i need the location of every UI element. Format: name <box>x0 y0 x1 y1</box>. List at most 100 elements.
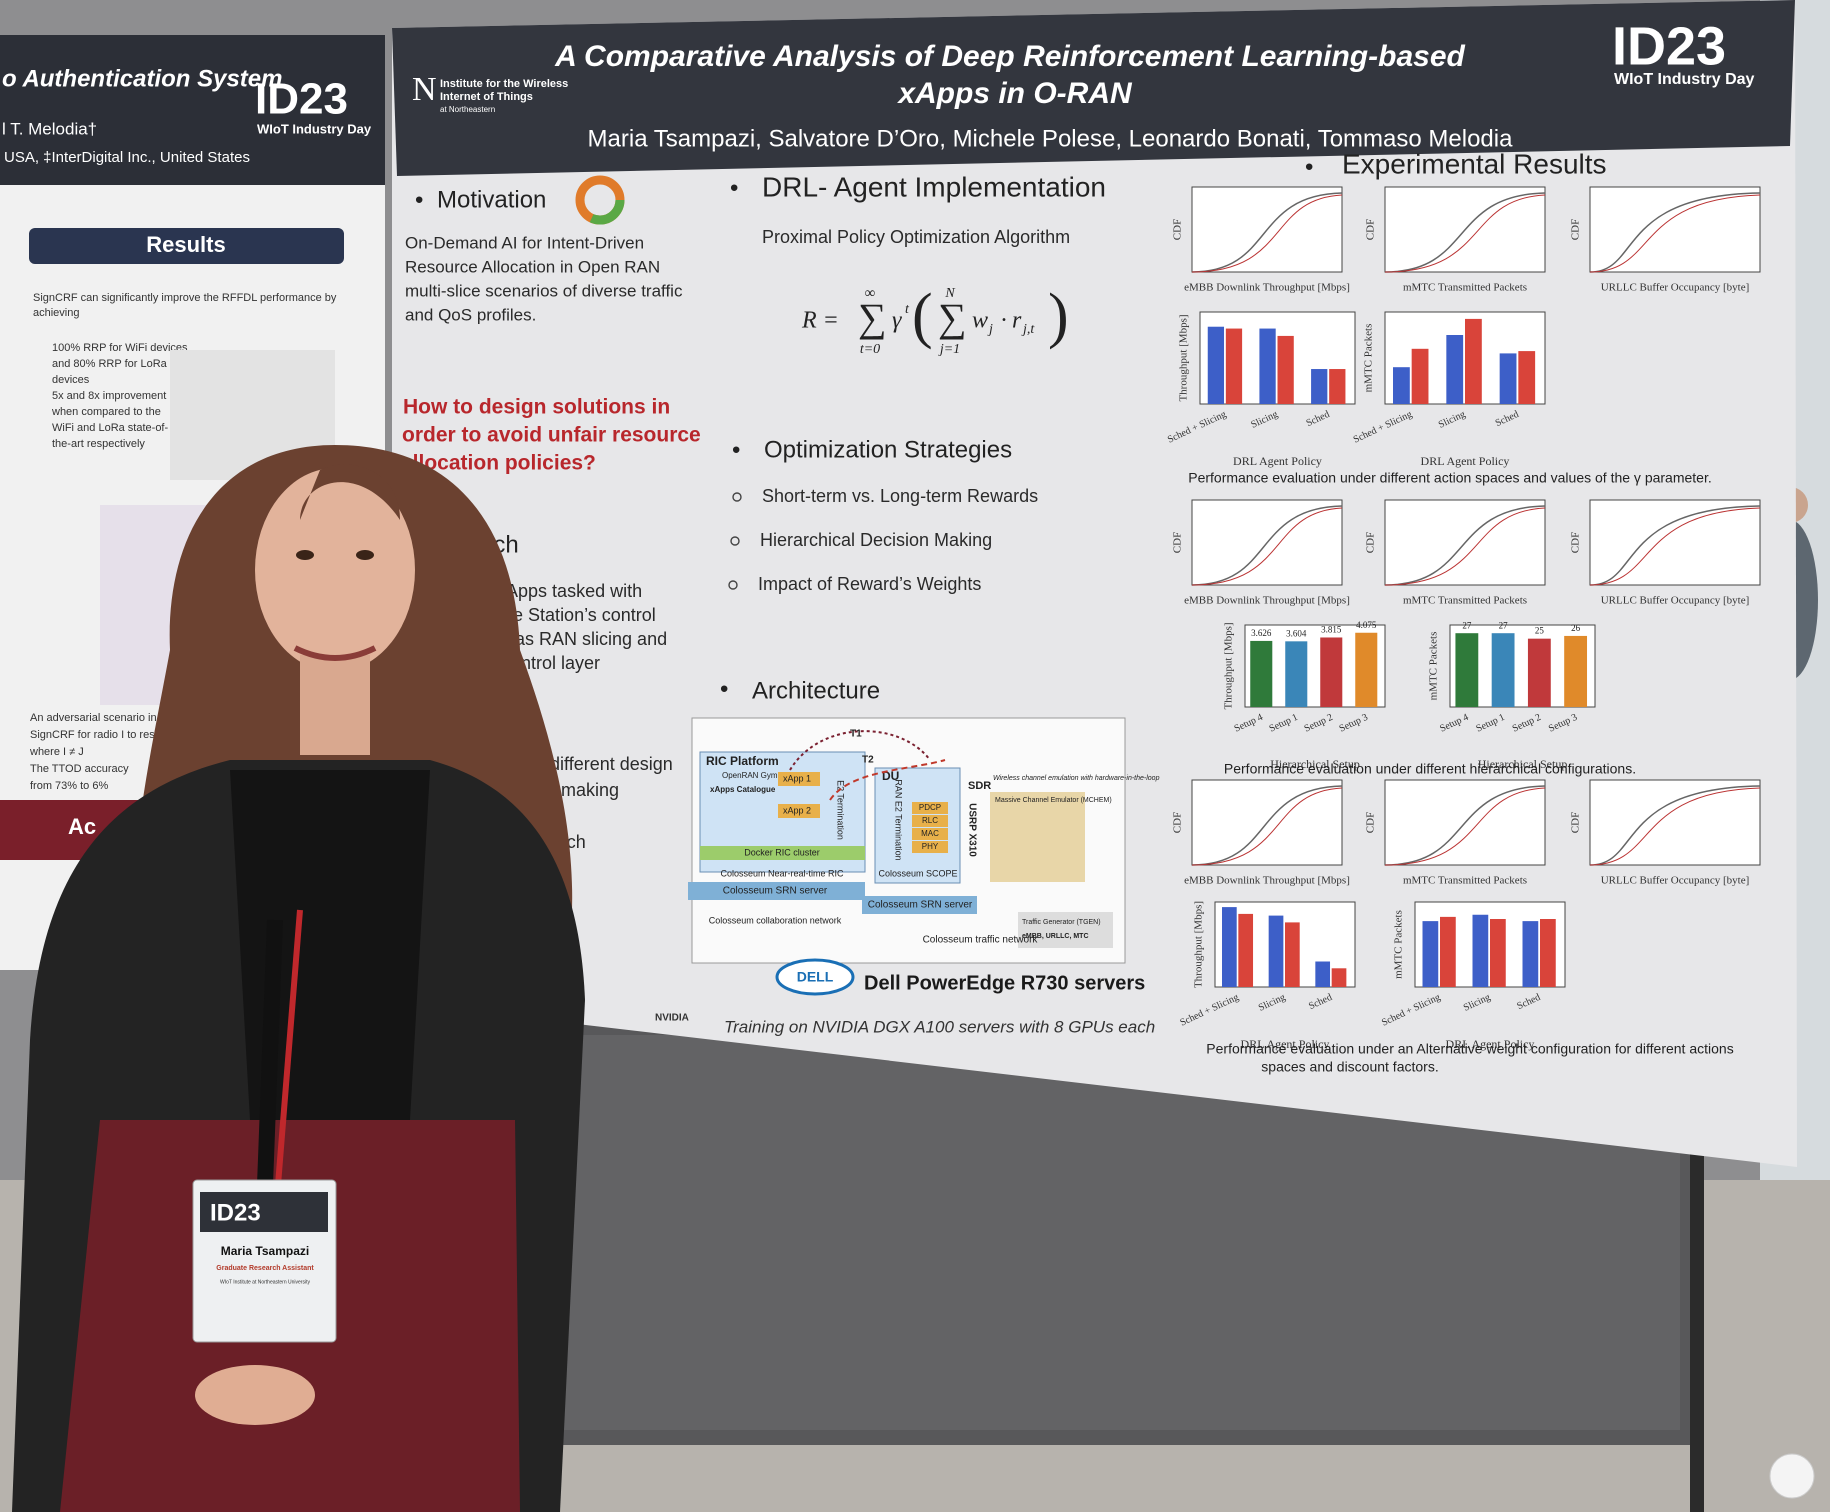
label: RAN E2 Termination <box>894 779 904 860</box>
formula-part: ∑ <box>938 295 967 340</box>
bar <box>1315 961 1331 987</box>
text-line: where I ≠ J <box>29 746 84 758</box>
axis-label: mMTC Transmitted Packets <box>1403 875 1527 887</box>
axis-label: mMTC Transmitted Packets <box>1403 282 1527 294</box>
list-item: Hierarchical Decision Making <box>760 530 992 550</box>
scan-button[interactable] <box>1769 1453 1815 1499</box>
neck <box>300 655 370 755</box>
srn-box <box>688 882 865 900</box>
label: Colosseum SCOPE <box>878 868 957 878</box>
text-line: On-Demand AI for Intent-Driven <box>405 233 644 252</box>
data-label: 3.626 <box>1251 628 1272 638</box>
section-heading: Motivation <box>437 186 546 213</box>
label: USRP X310 <box>966 803 977 857</box>
section-heading: Experimental Results <box>1342 148 1607 179</box>
bullet: • <box>1305 153 1313 180</box>
stack-box <box>912 802 948 814</box>
formula-part: t=0 <box>860 342 880 357</box>
icon <box>575 175 625 225</box>
bar <box>1277 335 1294 404</box>
cdf-curve <box>1384 785 1546 866</box>
formula-part: w <box>972 308 988 334</box>
axis-label: Throughput [Mbps] <box>1193 901 1205 988</box>
title: o Authentication System <box>2 65 282 92</box>
lanyard-strip <box>275 909 303 1186</box>
logo: ID23 <box>255 75 348 124</box>
badge-role: Graduate Research Assistant <box>216 1265 314 1272</box>
hands <box>195 1365 315 1425</box>
person: ID23 Maria Tsampazi Graduate Research As… <box>12 445 585 1512</box>
list-marker <box>730 536 740 546</box>
data-label: 3.604 <box>1286 628 1307 638</box>
poster-header <box>0 35 385 185</box>
label: OpenRAN Gym <box>722 771 778 780</box>
bar <box>1540 919 1556 987</box>
subheading: Proximal Policy Optimization Algorithm <box>762 227 1070 247</box>
axis-label: CDF <box>1365 219 1377 240</box>
main-poster: A Comparative Analysis of Deep Reinforce… <box>392 0 1797 1167</box>
xapp-box <box>778 772 820 786</box>
axis-label: CDF <box>1570 812 1582 833</box>
text-line: allocation policies? <box>401 452 596 475</box>
arrow <box>789 730 931 771</box>
bullet: • <box>720 675 728 702</box>
arrow <box>829 759 946 801</box>
formula-part: γ <box>892 308 902 334</box>
axis-label: eMBB Downlink Throughput [Mbps] <box>1184 282 1350 294</box>
axis-label: DRL Agent Policy <box>1241 1037 1330 1051</box>
bar <box>1411 348 1429 404</box>
smile <box>293 645 377 661</box>
formula-part: N <box>944 286 955 301</box>
text-line: multi-slice scenarios of diverse traffic <box>405 281 683 300</box>
institute: Internet of Things <box>440 91 533 103</box>
formula-part: j=1 <box>938 342 960 357</box>
section-heading: Architecture <box>752 677 880 704</box>
axis-label: CDF <box>1365 812 1377 833</box>
bar <box>1250 640 1273 707</box>
axis-label: mMTC Transmitted Packets <box>1403 595 1527 607</box>
srn-box <box>862 896 977 914</box>
lanyard <box>257 919 283 1186</box>
cdf-curve <box>1384 787 1546 866</box>
dell-caption: Dell PowerEdge R730 servers <box>864 972 1145 994</box>
bar <box>1522 921 1539 987</box>
text-line: order to avoid unfair resource <box>402 424 701 447</box>
bar <box>1518 351 1536 404</box>
axis-label: DRL Agent Policy <box>1421 454 1510 468</box>
text-line: How to design solutions in <box>403 396 670 419</box>
eye <box>296 550 314 560</box>
ack-heading: Ac <box>68 814 96 839</box>
badge-header <box>200 1192 328 1232</box>
text-line: achieving <box>33 307 79 319</box>
xapp-box <box>778 804 820 818</box>
authors: Maria Tsampazi, Salvatore D’Oro, Michele… <box>588 125 1514 152</box>
bar <box>1268 915 1284 987</box>
axis-label: Throughput [Mbps] <box>1223 622 1235 709</box>
nvidia-logo: NVIDIA <box>655 1013 689 1024</box>
top <box>230 770 430 1120</box>
label: Colosseum SRN server <box>723 886 828 897</box>
axis-label: Hierarchical Setup <box>1270 757 1360 771</box>
axis-label: URLLC Buffer Occupancy [byte] <box>1601 875 1750 887</box>
bar <box>1491 633 1515 707</box>
label: MAC <box>921 829 939 838</box>
formula-part: · <box>1000 308 1008 334</box>
label: Massive Channel Emulator (MCHEM) <box>995 797 1112 804</box>
authors: l T. Melodia† <box>2 119 97 138</box>
bar <box>1238 913 1254 987</box>
label: RLC <box>922 816 938 825</box>
cdf-curve <box>1384 192 1546 273</box>
axis-label: DRL Agent Policy <box>1233 454 1322 468</box>
axis-label: CDF <box>1570 532 1582 553</box>
axis-label: Hierarchical Setup <box>1478 757 1568 771</box>
poster-header <box>392 0 1795 176</box>
cdf-curve <box>1589 787 1761 866</box>
bar <box>1472 914 1489 987</box>
docker-box <box>700 846 865 860</box>
axis-label: Throughput [Mbps] <box>1178 314 1190 401</box>
bar <box>1259 328 1276 404</box>
bar <box>1490 919 1506 987</box>
label: xApp 2 <box>783 805 811 815</box>
cdf-curve <box>1384 505 1546 586</box>
